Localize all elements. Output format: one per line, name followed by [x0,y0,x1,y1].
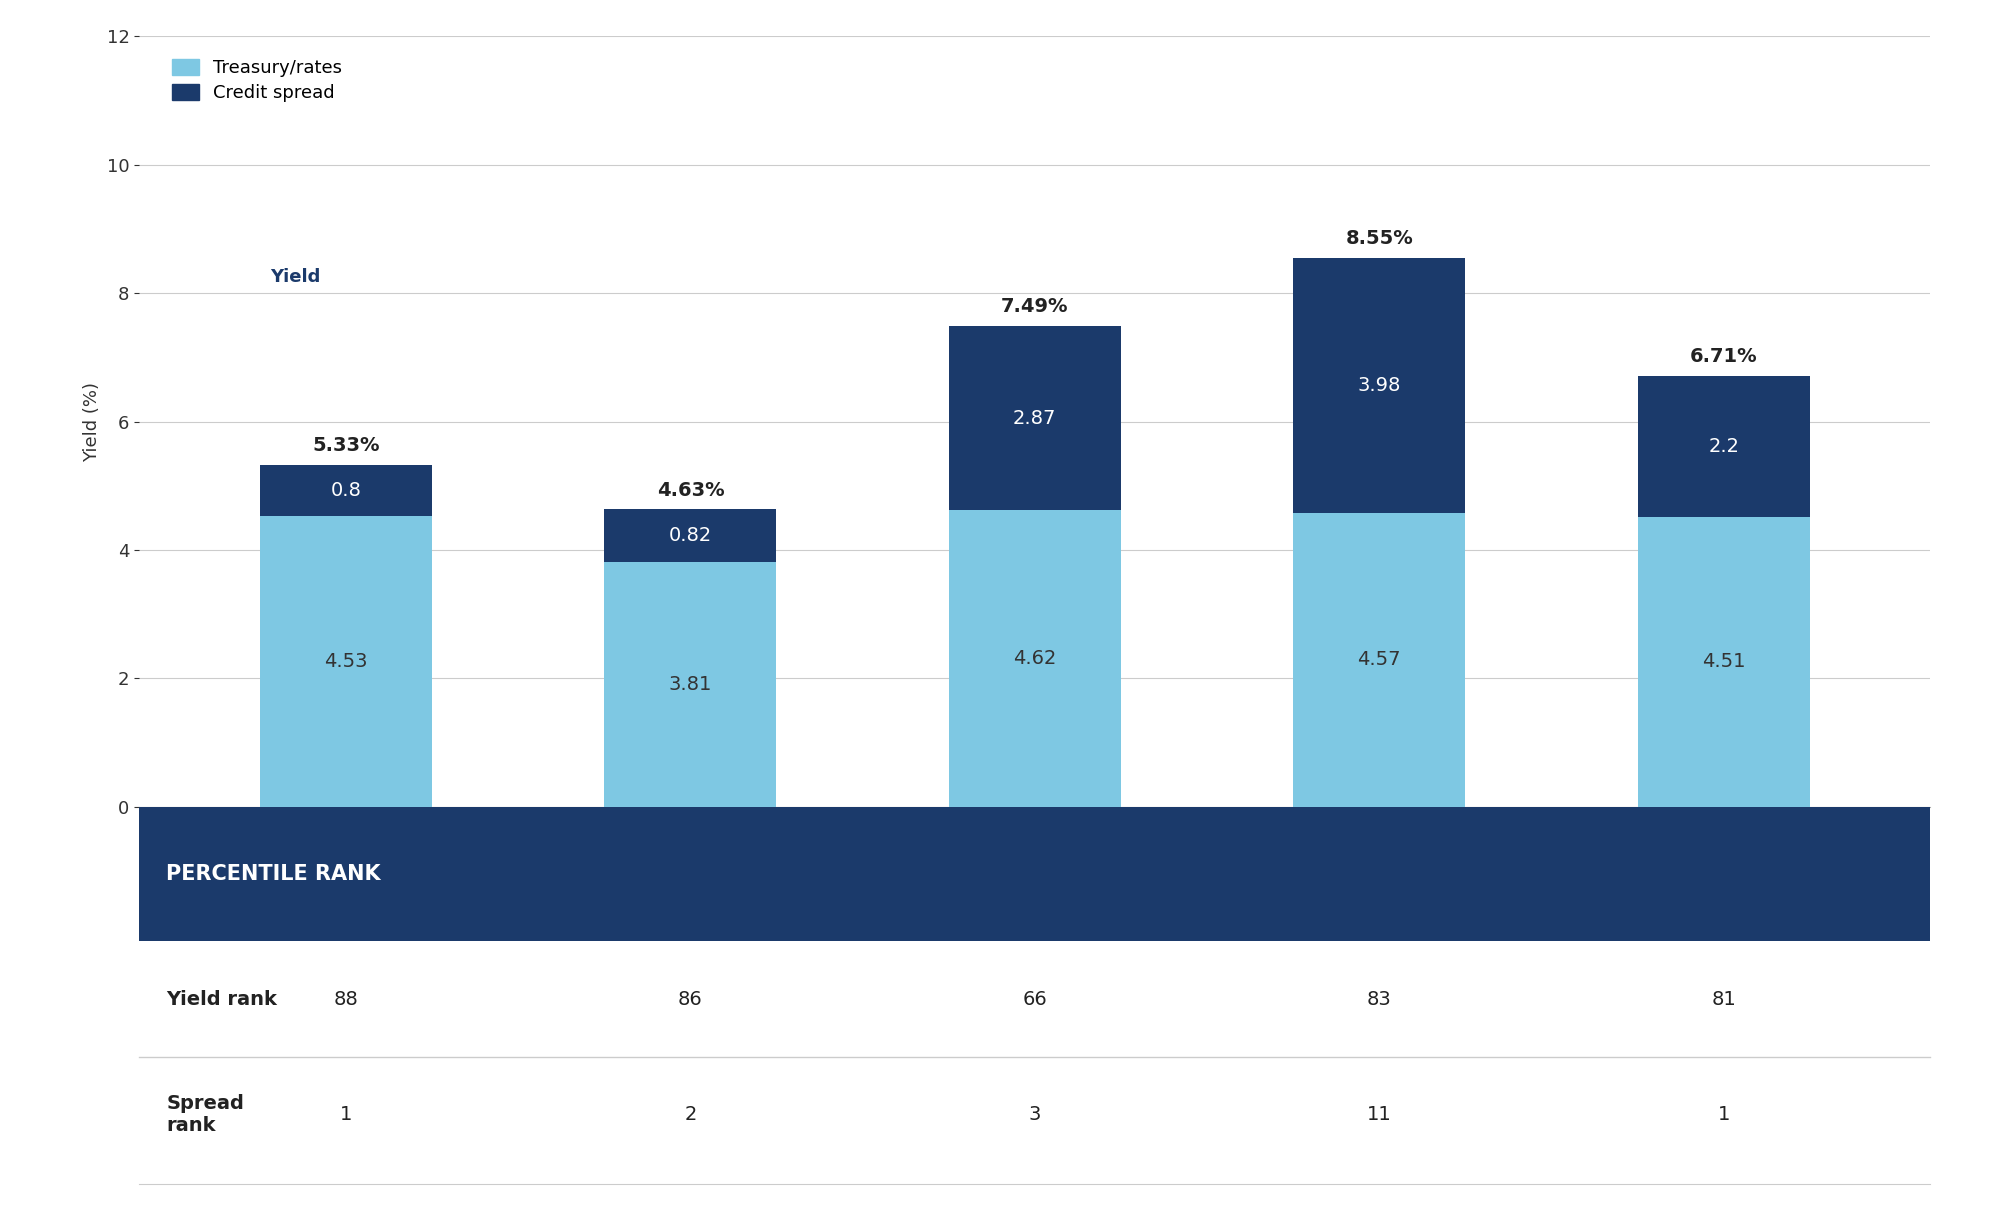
Text: 83: 83 [1366,990,1390,1008]
Legend: Treasury/rates, Credit spread: Treasury/rates, Credit spread [167,54,348,108]
Text: 8.55%: 8.55% [1345,230,1412,248]
Text: 4.63%: 4.63% [656,480,724,500]
Bar [261,516,432,806]
Text: Yield: Yield [271,268,320,286]
Bar [605,562,776,806]
Text: 81: 81 [1711,990,1734,1008]
Text: 11: 11 [1366,1105,1390,1124]
Bar [1637,517,1808,806]
Text: 1: 1 [1717,1105,1728,1124]
Text: 4.51: 4.51 [1701,653,1744,671]
Text: 2.87: 2.87 [1012,409,1056,428]
Text: 2.2: 2.2 [1707,437,1738,456]
Text: Yield rank: Yield rank [167,990,276,1008]
Bar [261,465,432,516]
Text: 4.62: 4.62 [1012,649,1056,668]
Text: Spread
rank: Spread rank [167,1094,245,1136]
Text: 6.71%: 6.71% [1689,348,1756,366]
Text: 86: 86 [678,990,702,1008]
Text: 3.81: 3.81 [668,675,712,694]
Text: 0.82: 0.82 [668,527,712,545]
Text: 7.49%: 7.49% [1000,297,1068,316]
Text: 3: 3 [1028,1105,1040,1124]
Bar [1293,513,1464,806]
Y-axis label: Yield (%): Yield (%) [84,382,101,462]
Text: 3.98: 3.98 [1356,376,1400,395]
Bar [1637,376,1808,517]
Bar [1293,258,1464,513]
Bar [949,326,1120,511]
Text: 2: 2 [684,1105,696,1124]
Text: 88: 88 [334,990,358,1008]
Text: 0.8: 0.8 [330,480,362,500]
Bar [605,510,776,562]
Text: 4.53: 4.53 [324,652,368,671]
Text: 66: 66 [1022,990,1046,1008]
Bar [949,511,1120,806]
Text: PERCENTILE RANK: PERCENTILE RANK [167,865,380,884]
Text: 4.57: 4.57 [1356,651,1400,670]
Bar [139,806,1929,941]
Text: 5.33%: 5.33% [312,435,380,455]
Text: 1: 1 [340,1105,352,1124]
